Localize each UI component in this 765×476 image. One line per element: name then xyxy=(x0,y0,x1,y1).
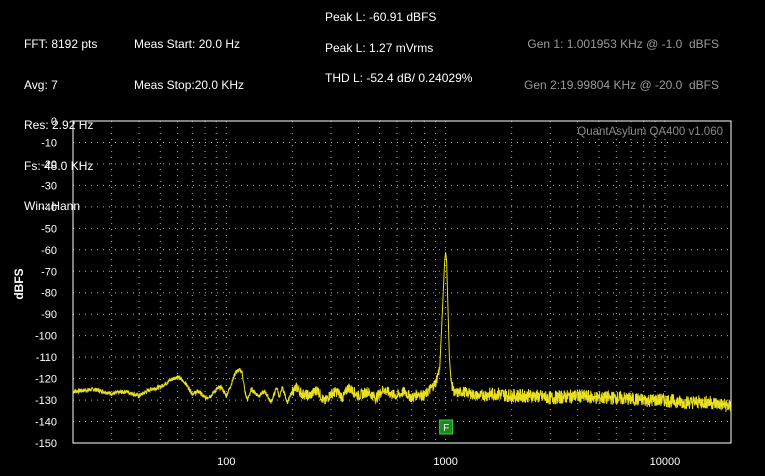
y-tick-label: -130 xyxy=(35,395,57,407)
frequency-marker[interactable]: F xyxy=(439,419,454,435)
y-tick-label: -10 xyxy=(41,137,57,149)
y-tick-label: -140 xyxy=(35,417,57,429)
fft-points: FFT: 8192 pts xyxy=(24,37,98,51)
peak-dbfs: Peak L: -60.91 dBFS xyxy=(325,10,437,24)
x-tick-label: 10000 xyxy=(650,456,681,468)
y-tick-label: 0 xyxy=(51,116,57,128)
peak-vrms: Peak L: 1.27 mVrms xyxy=(325,41,434,55)
y-axis: 0 -10 -20 -30 -40 -50 -60 -70 -80 -90 -100 -110 -120… xyxy=(35,116,57,450)
gen2-readout: Gen 2:19.99804 KHz @ -20.0 dBFS xyxy=(524,77,719,92)
y-tick-label: -120 xyxy=(35,374,57,386)
generator-settings: Gen 1: 1.001953 KHz @ -1.0 dBFS Gen 2:19… xyxy=(524,11,719,106)
y-tick-label: -70 xyxy=(41,266,57,278)
gen1-readout: Gen 1: 1.001953 KHz @ -1.0 dBFS xyxy=(527,37,719,51)
y-tick-label: -150 xyxy=(35,438,57,450)
plot-frame xyxy=(72,120,732,444)
y-tick-label: -40 xyxy=(41,202,57,214)
marker-label: F xyxy=(443,423,449,434)
fft-settings: FFT: 8192 pts Avg: 7 Res: 2.92 Hz Fs: 48… xyxy=(24,11,97,227)
y-axis-label: dBFS xyxy=(12,268,26,299)
y-tick-label: -20 xyxy=(41,159,57,171)
y-tick-label: -30 xyxy=(41,180,57,192)
sample-rate: Fs: 48.0 KHz xyxy=(24,158,94,173)
y-tick-label: -110 xyxy=(36,352,57,364)
thd-readout: THD L: -52.4 dB/ 0.24029% xyxy=(325,71,473,85)
y-tick-label: -80 xyxy=(41,288,57,300)
avg-count: Avg: 7 xyxy=(24,77,58,92)
x-tick-label: 100 xyxy=(217,456,235,468)
watermark-text: QuantAsylum QA400 v1.060 xyxy=(577,126,723,138)
x-axis: 100 1000 10000 xyxy=(217,456,680,468)
measurement-range: Meas Start: 20.0 Hz Meas Stop:20.0 KHz xyxy=(134,11,244,106)
y-tick-label: -100 xyxy=(35,331,57,343)
spectrum-trace xyxy=(72,251,732,412)
x-tick-label: 1000 xyxy=(433,456,457,468)
meas-stop: Meas Stop:20.0 KHz xyxy=(134,77,245,92)
meas-start: Meas Start: 20.0 Hz xyxy=(134,37,241,51)
y-tick-label: -50 xyxy=(41,223,57,235)
y-tick-label: -90 xyxy=(41,309,57,321)
resolution: Res: 2.92 Hz xyxy=(24,118,94,132)
y-tick-label: -60 xyxy=(41,245,57,257)
marker-box[interactable] xyxy=(439,419,454,435)
